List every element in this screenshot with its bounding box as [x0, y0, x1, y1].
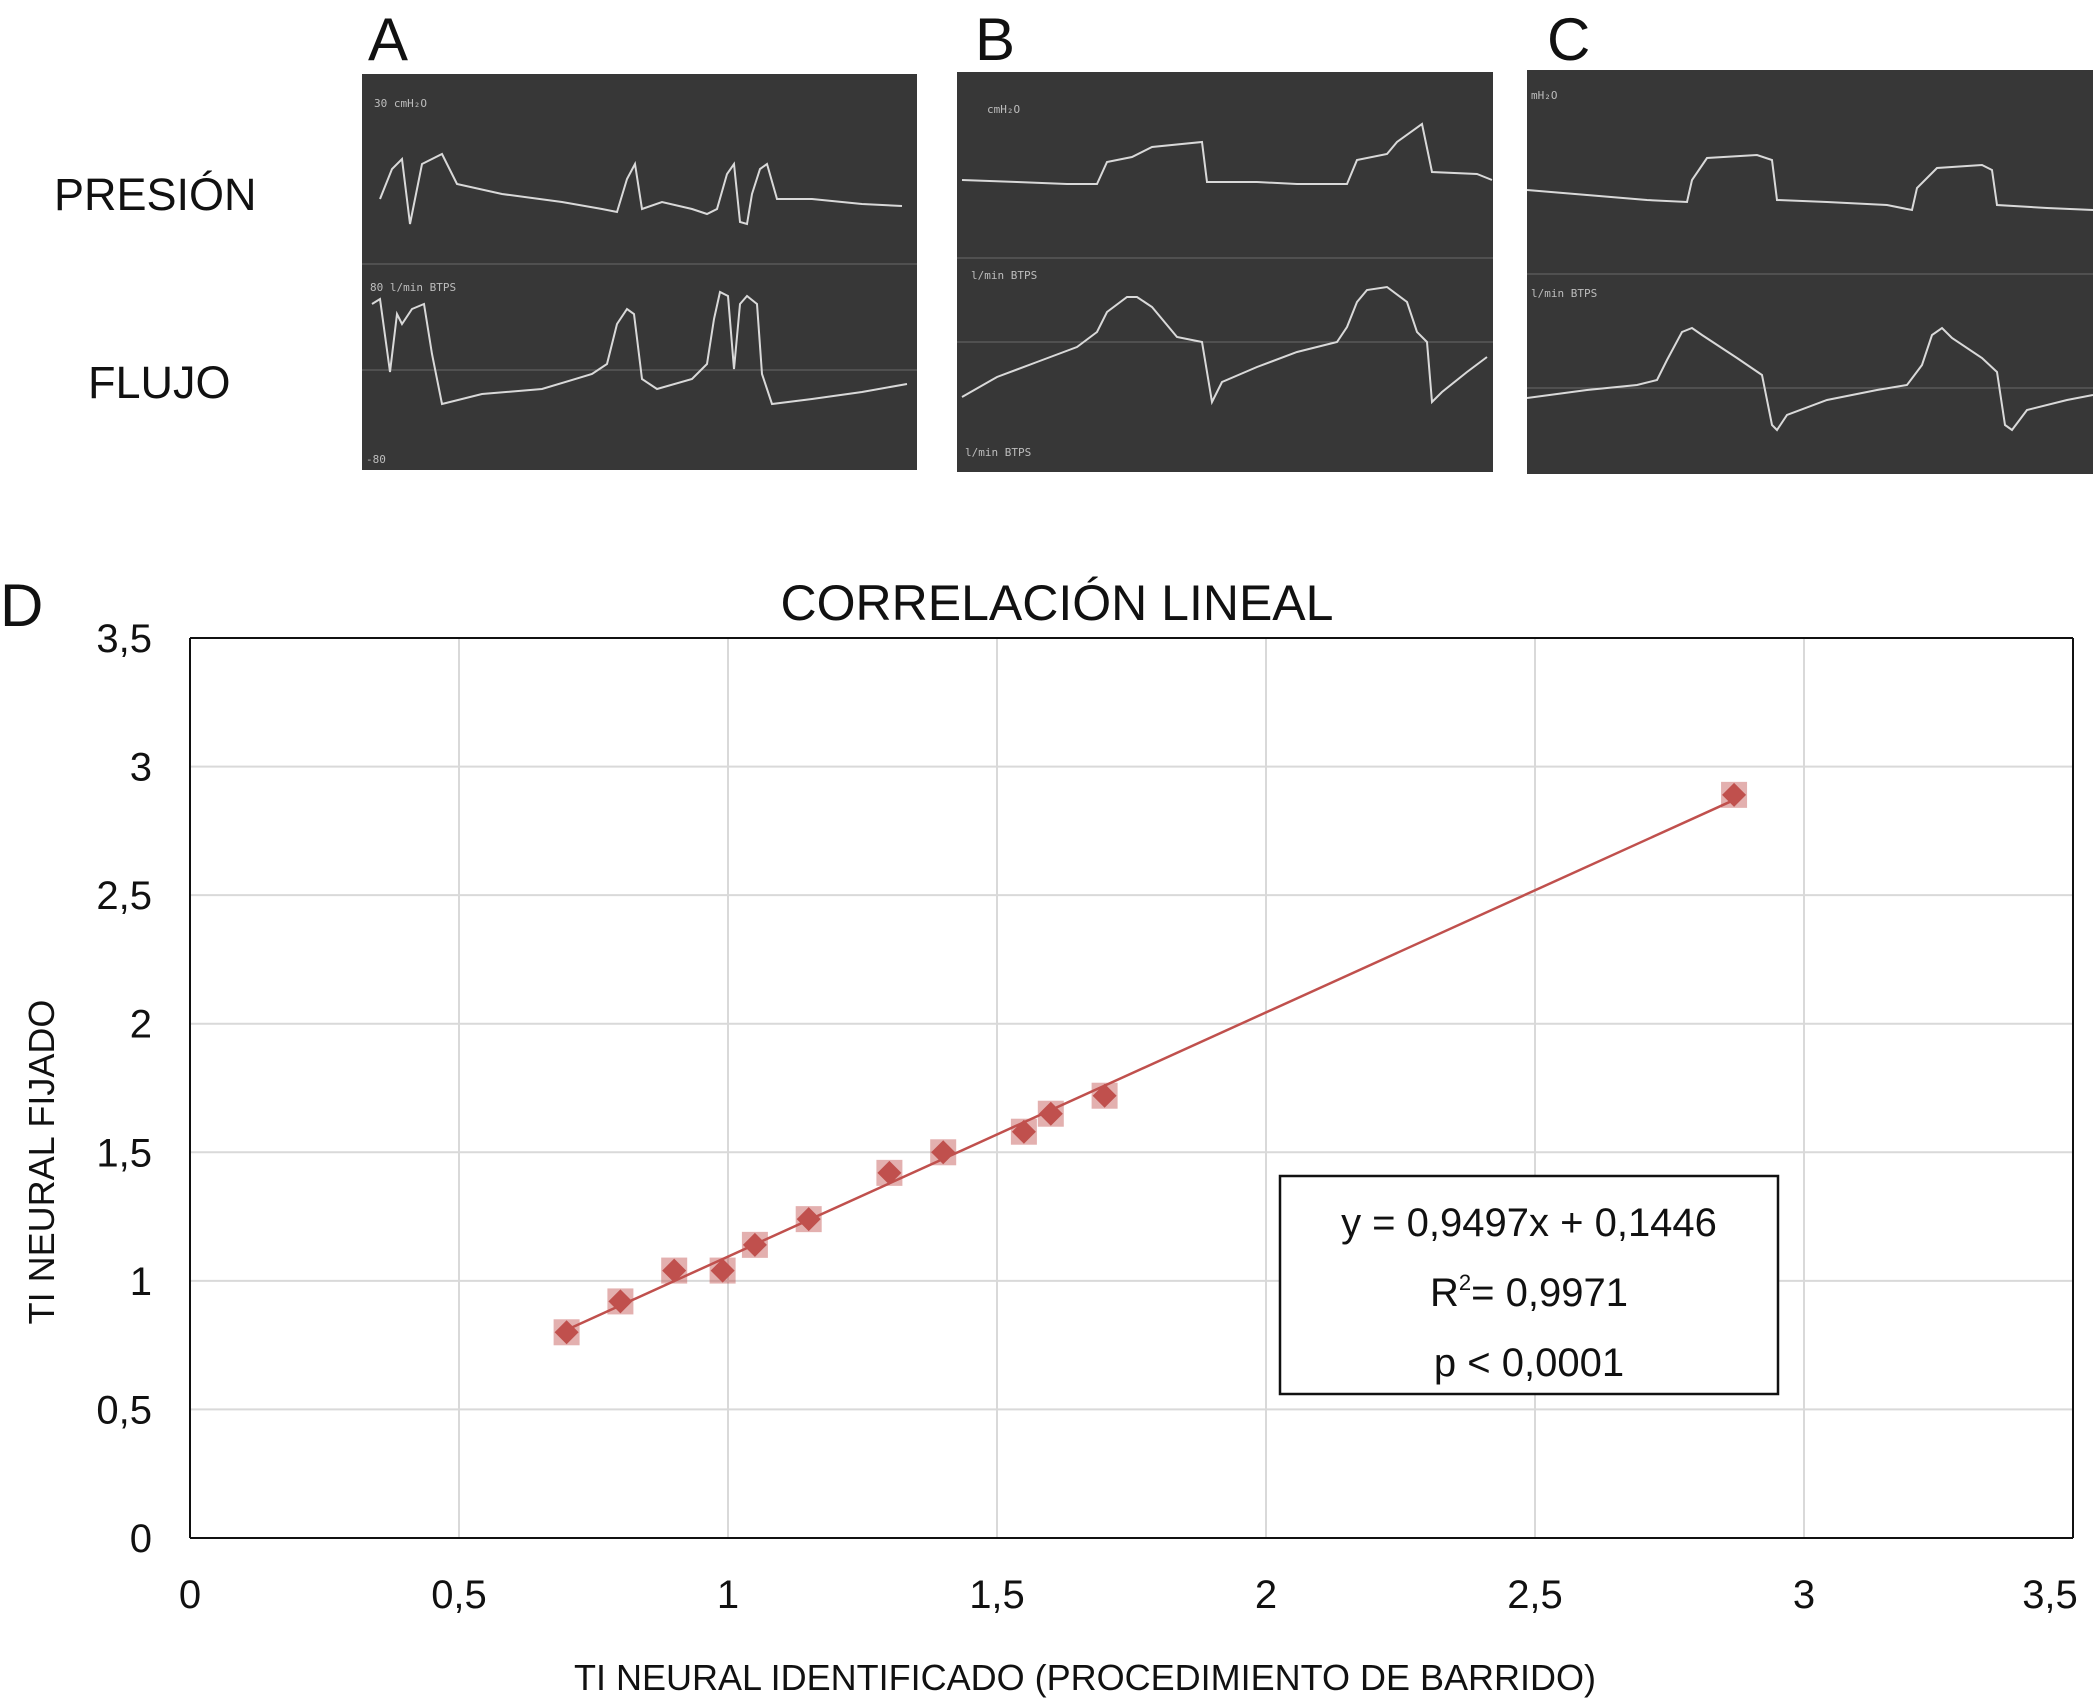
chart-gridlines: [190, 637, 2074, 1538]
x-tick-label: 3,5: [2022, 1573, 2078, 1617]
y-tick-label: 3: [130, 746, 152, 790]
data-point: [1011, 1119, 1036, 1144]
x-tick-label: 0,5: [431, 1573, 487, 1617]
equation-box-frame: [1278, 1174, 1780, 1396]
chart-title: CORRELACIÓN LINEAL: [781, 575, 1334, 631]
data-point: [554, 1320, 579, 1345]
screen-c-traces: [1527, 153, 2093, 432]
r-value: = 0,9971: [1471, 1271, 1628, 1315]
data-point: [710, 1258, 735, 1283]
screen-c-pressure-trace: [1527, 153, 2093, 212]
y-axis-label: TI NEURAL FIJADO: [21, 1000, 62, 1325]
screen-b-flow-scale: l/min BTPS: [971, 269, 1038, 282]
screen-b-flow-trace: [961, 285, 1488, 406]
y-tick-label: 0,5: [96, 1388, 152, 1432]
screen-b-flow-bottom: l/min BTPS: [965, 446, 1032, 459]
equation-line: y = 0,9497x + 0,1446: [1341, 1201, 1717, 1245]
y-tick-label: 1: [130, 1260, 152, 1304]
screen-c-flow-scale: l/min BTPS: [1531, 287, 1598, 300]
x-tick-label: 2,5: [1507, 1573, 1563, 1617]
panel-letter-c: C: [1547, 6, 1591, 73]
data-point: [608, 1289, 633, 1314]
pressure-row-label: PRESIÓN: [54, 169, 257, 220]
x-axis-label: TI NEURAL IDENTIFICADO (PROCEDIMIENTO DE…: [574, 1657, 1596, 1698]
x-tick-label: 3: [1793, 1573, 1815, 1617]
ventilator-screen-c: mH₂O l/min BTPS: [1527, 70, 2093, 474]
screen-b-traces: [957, 122, 1493, 406]
flow-row-label: FLUJO: [88, 357, 231, 408]
r-superscript: 2: [1459, 1270, 1471, 1295]
screen-a-traces: [362, 152, 917, 406]
p-value-line: p < 0,0001: [1434, 1341, 1624, 1385]
data-point: [877, 1160, 902, 1185]
screen-a-pressure-scale: 30 cmH₂O: [374, 97, 427, 110]
equation-box: y = 0,9497x + 0,1446 R2= 0,9971 p < 0,00…: [1278, 1174, 1780, 1396]
correlation-chart: D CORRELACIÓN LINEAL 0 0,5 1 1,5 2 2,5 3 3,5 00…: [0, 572, 2078, 1698]
r-symbol: R: [1430, 1271, 1459, 1315]
data-point: [742, 1232, 767, 1257]
y-tick-label: 2,5: [96, 874, 152, 918]
screen-c-pressure-scale: mH₂O: [1531, 89, 1558, 102]
screen-b-pressure-trace: [961, 122, 1493, 185]
x-tick-label: 2: [1255, 1573, 1277, 1617]
y-tick-label: 2: [130, 1003, 152, 1047]
x-tick-label: 1,5: [969, 1573, 1025, 1617]
chart-axes: [189, 637, 2074, 1539]
r-squared-line: R2= 0,9971: [1430, 1270, 1628, 1315]
ventilator-screen-a: 30 cmH₂O 80 l/min BTPS -80: [362, 74, 917, 470]
screen-a-flow-min: -80: [366, 453, 386, 466]
x-tick-labels: 0 0,5 1 1,5 2 2,5 3 3,5: [179, 1573, 2078, 1617]
y-tick-label: 3,5: [96, 617, 152, 661]
data-points: [553, 781, 1748, 1346]
data-point: [662, 1258, 687, 1283]
data-point: [1092, 1083, 1117, 1108]
data-point: [1038, 1101, 1063, 1126]
y-tick-label: 1,5: [96, 1131, 152, 1175]
screen-b-pressure-scale: cmH₂O: [987, 103, 1021, 116]
screen-a-flow-scale: 80 l/min BTPS: [370, 281, 457, 294]
data-point: [796, 1207, 821, 1232]
screen-c-flow-trace: [1527, 326, 2093, 432]
screen-a-pressure-trace: [379, 152, 903, 226]
y-tick-labels: 0 0,5 1 1,5 2 2,5 3 3,5: [96, 617, 152, 1561]
ventilator-screen-b: cmH₂O l/min BTPS l/min BTPS: [957, 72, 1493, 472]
x-tick-label: 1: [717, 1573, 739, 1617]
x-tick-label: 0: [179, 1573, 201, 1617]
panel-letter-b: B: [975, 6, 1016, 73]
data-point: [931, 1140, 956, 1165]
panel-letter-d: D: [0, 572, 43, 639]
screen-a-flow-trace: [371, 290, 908, 406]
panel-letter-a: A: [368, 6, 409, 73]
data-point: [1722, 782, 1747, 807]
y-tick-label: 0: [130, 1517, 152, 1561]
